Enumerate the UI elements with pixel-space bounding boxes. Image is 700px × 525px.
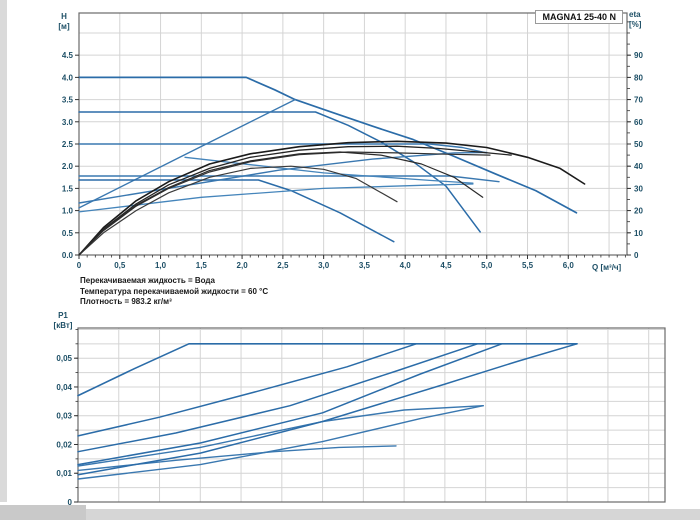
prop-pressure-line-steep	[78, 98, 296, 209]
scan-edge-bottom	[0, 509, 700, 520]
y2-tick-label: 10	[634, 229, 643, 238]
y-tick-label: 4.5	[62, 51, 74, 60]
y-tick-label: 0.5	[62, 229, 74, 238]
density-line: Плотность = 983.2 кг/м³	[80, 297, 172, 306]
x-tick-label: 0,5	[114, 261, 126, 270]
efficiency-curve-1	[78, 140, 586, 256]
y2-tick-label: 0	[634, 251, 639, 260]
pump-curve-speed2	[78, 111, 481, 233]
x-tick-label: 1,5	[196, 261, 208, 270]
y-tick-label: 1.0	[62, 207, 74, 216]
x-tick-label: 4,5	[440, 261, 452, 270]
y-tick-label: 1.5	[62, 184, 74, 193]
y2-tick-label: 70	[634, 96, 643, 105]
power-curve-3	[77, 343, 479, 453]
y-tick-label: 2.5	[62, 140, 74, 149]
y2-tick-label: 80	[634, 73, 643, 82]
head-axis-symbol: H	[61, 12, 67, 21]
efficiency-curve-3	[78, 151, 491, 256]
x-tick-label: 6,0	[563, 261, 575, 270]
y-tick-label: 3.5	[62, 96, 74, 105]
x-tick-label: 2,5	[277, 261, 289, 270]
pump-model-label: MAGNA1 25-40 N	[535, 10, 623, 24]
min-curve-segment	[184, 156, 474, 184]
power-curve-7	[77, 343, 578, 476]
liquid-temperature-line: Температура перекачиваемой жидкости = 60…	[80, 286, 269, 296]
efficiency-curve-4	[78, 165, 398, 256]
const-pressure-line-2_5	[78, 143, 488, 154]
eta-axis-symbol: eta	[629, 10, 641, 19]
plot-frame	[77, 327, 666, 503]
power-curve-2	[77, 343, 418, 437]
power-curve-max	[77, 343, 578, 397]
power-axis-unit: [кВт]	[53, 321, 73, 330]
y-tick-label: 0.0	[62, 251, 74, 260]
setpoint-curve-rising	[78, 151, 488, 204]
x-tick-label: 0	[77, 261, 82, 270]
flow-axis-title: Q [м³/ч]	[592, 263, 622, 272]
y-tick-label: 0,01	[56, 469, 72, 478]
y2-tick-label: 30	[634, 184, 643, 193]
y2-tick-label: 50	[634, 140, 643, 149]
efficiency-curve-2	[78, 145, 512, 256]
pumped-liquid-line: Перекачиваемая жидкость = Вода	[80, 276, 215, 285]
x-tick-label: 3,5	[359, 261, 371, 270]
x-tick-label: 3,0	[318, 261, 330, 270]
power-axis-title: P1 [кВт]	[48, 311, 78, 331]
x-tick-label: 4,0	[400, 261, 412, 270]
power-curve-4	[77, 343, 503, 466]
head-axis-unit: [м]	[58, 22, 70, 31]
setpoint-arc-low	[78, 183, 474, 213]
pump-info-block: Перекачиваемая жидкость = Вода Температу…	[80, 276, 268, 308]
power-curve-5	[77, 405, 484, 467]
head-axis-title: H [м]	[52, 12, 76, 32]
y2-tick-label: 40	[634, 162, 643, 171]
x-tick-label: 5,5	[522, 261, 534, 270]
power-axis-symbol: P1	[58, 311, 68, 320]
eta-axis-title: eta [%]	[629, 10, 659, 30]
y2-tick-label: 20	[634, 207, 643, 216]
y-tick-label: 0,03	[56, 412, 72, 421]
x-tick-label: 5,0	[481, 261, 493, 270]
y-tick-label: 0,02	[56, 440, 72, 449]
y-tick-label: 3.0	[62, 118, 74, 127]
efficiency-curve-5	[78, 151, 484, 256]
power-curve-8	[77, 405, 484, 480]
y-tick-label: 0,05	[56, 354, 72, 363]
eta-axis-unit: [%]	[629, 20, 642, 29]
y-tick-label: 0	[68, 498, 73, 507]
pump-curve-max	[78, 76, 578, 214]
x-tick-label: 2,0	[237, 261, 249, 270]
x-tick-label: 1,0	[155, 261, 167, 270]
scan-edge-left	[0, 0, 7, 502]
y-tick-label: 2.0	[62, 162, 74, 171]
y2-tick-label: 90	[634, 51, 643, 60]
plot-frame	[78, 12, 628, 256]
scan-edge-corner	[0, 505, 86, 520]
y-tick-label: 0,04	[56, 383, 72, 392]
y2-tick-label: 60	[634, 118, 643, 127]
y-tick-label: 4.0	[62, 73, 74, 82]
